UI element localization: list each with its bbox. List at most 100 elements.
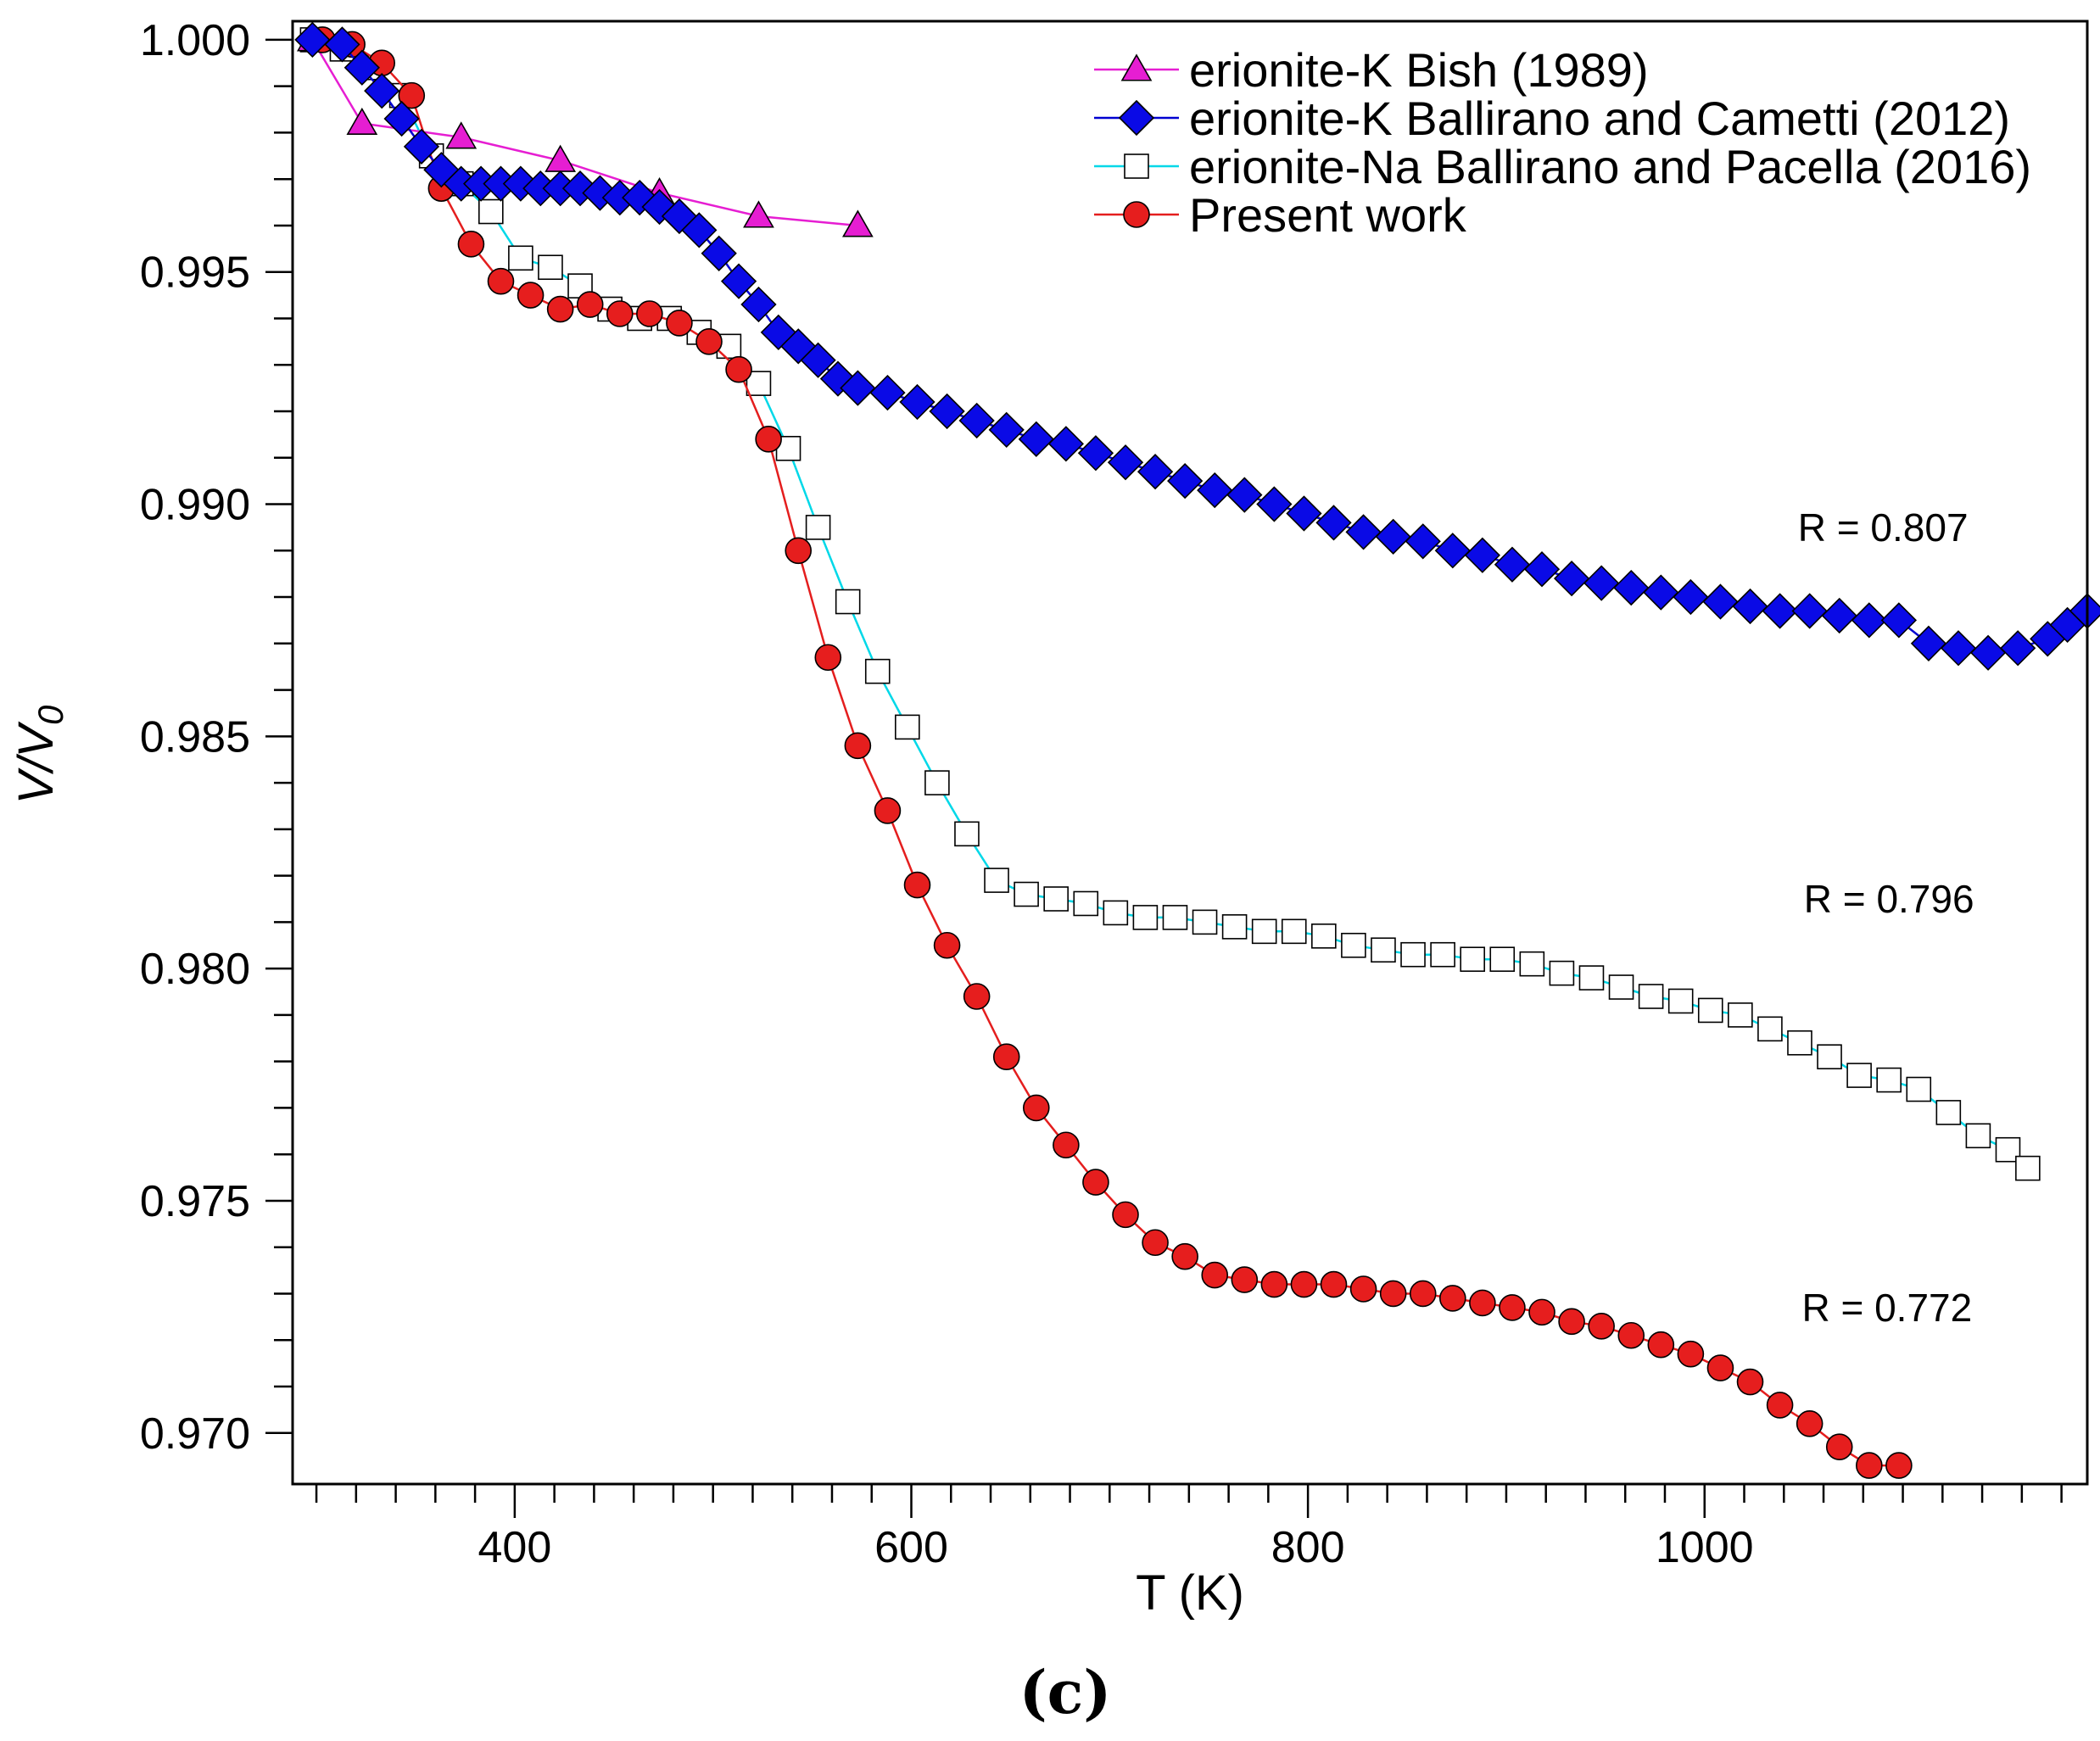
data-point-erionite-na-ballirano-and-pacella-2016 [1519, 951, 1545, 977]
r-value-annotation: R = 0.807 [1798, 505, 1969, 550]
data-point-erionite-na-ballirano-and-pacella-2016 [1132, 905, 1159, 930]
data-point-erionite-k-ballirano-and-cametti-2012 [840, 370, 876, 406]
y-tick-label: 0.985 [140, 712, 250, 762]
x-axis-title: T (K) [1136, 1565, 1244, 1621]
data-point-erionite-na-ballirano-and-pacella-2016 [1876, 1067, 1902, 1093]
data-point-erionite-k-ballirano-and-cametti-2012 [740, 286, 777, 323]
data-point-erionite-k-ballirano-and-cametti-2012 [1613, 569, 1650, 606]
data-point-present-work [1409, 1280, 1437, 1308]
data-point-erionite-k-ballirano-and-cametti-2012 [1673, 578, 1709, 616]
data-point-present-work [606, 300, 634, 327]
data-point-present-work [457, 231, 485, 258]
legend-label-erionite-k-ballirano-and-cametti-2012: erionite-K Ballirano and Cametti (2012) [1189, 92, 2010, 145]
data-point-present-work [1469, 1289, 1496, 1317]
legend-label-erionite-na-ballirano-and-pacella-2016: erionite-Na Ballirano and Pacella (2016) [1189, 140, 2031, 193]
data-point-erionite-k-ballirano-and-cametti-2012 [1345, 514, 1382, 550]
x-tick-label: 800 [1271, 1523, 1345, 1572]
data-point-erionite-k-ballirano-and-cametti-2012 [1910, 625, 1947, 661]
data-point-present-work [1647, 1331, 1675, 1359]
data-point-erionite-k-ballirano-and-cametti-2012 [324, 26, 360, 63]
data-point-present-work [1201, 1261, 1229, 1289]
data-point-erionite-na-ballirano-and-pacella-2016 [538, 254, 563, 281]
data-point-erionite-na-ballirano-and-pacella-2016 [1043, 886, 1069, 912]
data-point-erionite-na-ballirano-and-pacella-2016 [1906, 1076, 1932, 1102]
legend-label-present-work: Present work [1189, 188, 1467, 242]
data-point-erionite-na-ballirano-and-pacella-2016 [1281, 918, 1307, 945]
data-point-erionite-k-ballirano-and-cametti-2012 [1434, 533, 1471, 569]
legend-marker-erionite-k-bish-1989 [1120, 53, 1153, 81]
data-point-present-work [933, 931, 961, 959]
data-point-erionite-na-ballirano-and-pacella-2016 [984, 868, 1009, 893]
data-point-present-work [874, 797, 902, 824]
data-point-erionite-na-ballirano-and-pacella-2016 [1846, 1063, 1872, 1088]
data-point-present-work [1053, 1131, 1080, 1159]
data-point-present-work [1022, 1094, 1050, 1122]
data-point-erionite-k-ballirano-and-cametti-2012 [1018, 421, 1054, 457]
data-point-erionite-na-ballirano-and-pacella-2016 [1757, 1016, 1783, 1042]
x-tick-label: 600 [874, 1523, 948, 1572]
data-point-erionite-k-ballirano-and-cametti-2012 [1375, 518, 1411, 555]
data-point-erionite-k-ballirano-and-cametti-2012 [1197, 472, 1233, 509]
data-point-present-work [1706, 1354, 1734, 1381]
data-point-erionite-k-ballirano-and-cametti-2012 [383, 100, 420, 137]
data-point-present-work [1528, 1298, 1555, 1326]
x-tick-label: 400 [478, 1523, 551, 1572]
data-point-erionite-k-ballirano-and-cametti-2012 [1940, 630, 1977, 667]
data-point-present-work [636, 300, 663, 327]
data-point-erionite-k-ballirano-and-cametti-2012 [1702, 583, 1739, 620]
legend: erionite-K Bish (1989)erionite-K Ballira… [1094, 43, 2031, 242]
data-point-present-work [487, 267, 515, 295]
data-point-present-work [963, 983, 991, 1010]
data-point-erionite-na-ballirano-and-pacella-2016 [1073, 890, 1099, 917]
data-point-erionite-na-ballirano-and-pacella-2016 [1400, 941, 1426, 968]
y-tick-label: 1.000 [140, 16, 250, 65]
data-point-present-work [785, 537, 813, 565]
y-tick-label: 0.990 [140, 481, 250, 530]
data-point-erionite-k-ballirano-and-cametti-2012 [681, 212, 718, 248]
data-point-erionite-na-ballirano-and-pacella-2016 [1817, 1044, 1842, 1069]
data-point-erionite-na-ballirano-and-pacella-2016 [775, 436, 801, 461]
data-point-present-work [1856, 1452, 1883, 1479]
data-point-erionite-k-ballirano-and-cametti-2012 [1821, 597, 1857, 634]
data-point-present-work [1379, 1280, 1407, 1308]
data-point-erionite-na-ballirano-and-pacella-2016 [1460, 946, 1485, 972]
data-point-erionite-k-ballirano-and-cametti-2012 [1553, 561, 1590, 597]
data-point-erionite-na-ballirano-and-pacella-2016 [895, 714, 920, 740]
data-point-present-work [1171, 1242, 1198, 1270]
data-point-erionite-na-ballirano-and-pacella-2016 [1311, 924, 1337, 949]
data-point-erionite-na-ballirano-and-pacella-2016 [1251, 918, 1277, 945]
data-point-present-work [1499, 1294, 1526, 1321]
data-point-erionite-k-ballirano-and-cametti-2012 [364, 73, 400, 109]
data-point-erionite-k-ballirano-and-cametti-2012 [343, 49, 380, 86]
data-point-erionite-k-ballirano-and-cametti-2012 [1226, 477, 1263, 513]
data-point-present-work [755, 426, 782, 453]
data-point-present-work [844, 732, 872, 760]
data-point-erionite-na-ballirano-and-pacella-2016 [864, 658, 891, 684]
y-tick-label: 0.970 [140, 1409, 250, 1459]
data-point-erionite-na-ballirano-and-pacella-2016 [2015, 1155, 2041, 1181]
data-point-erionite-k-ballirano-and-cametti-2012 [1969, 634, 2007, 671]
data-point-erionite-na-ballirano-and-pacella-2016 [954, 821, 980, 847]
data-point-erionite-k-ballirano-and-cametti-2012 [1583, 565, 1620, 601]
data-point-erionite-na-ballirano-and-pacella-2016 [1578, 965, 1605, 990]
plot-series [294, 21, 2100, 1479]
data-point-erionite-na-ballirano-and-pacella-2016 [1162, 905, 1188, 930]
series-erionite-k-ballirano-and-cametti-2012 [294, 21, 2100, 671]
data-point-erionite-k-ballirano-and-cametti-2012 [1851, 602, 1887, 639]
legend-marker-erionite-k-ballirano-and-cametti-2012 [1118, 99, 1155, 137]
data-point-present-work [1766, 1392, 1794, 1419]
data-point-erionite-k-ballirano-and-cametti-2012 [1047, 426, 1084, 462]
data-point-erionite-k-bish-1989 [841, 209, 874, 237]
data-point-erionite-k-ballirano-and-cametti-2012 [2000, 630, 2036, 667]
data-point-erionite-k-ballirano-and-cametti-2012 [1077, 435, 1114, 472]
data-point-erionite-na-ballirano-and-pacella-2016 [1430, 941, 1455, 968]
data-point-erionite-k-ballirano-and-cametti-2012 [1286, 495, 1322, 532]
data-point-erionite-k-ballirano-and-cametti-2012 [869, 374, 906, 411]
data-point-erionite-na-ballirano-and-pacella-2016 [1935, 1100, 1962, 1125]
data-point-erionite-na-ballirano-and-pacella-2016 [1371, 937, 1396, 963]
panel-label: (c) [1019, 1657, 1112, 1727]
data-point-present-work [1825, 1433, 1853, 1460]
data-point-erionite-na-ballirano-and-pacella-2016 [1014, 881, 1039, 907]
